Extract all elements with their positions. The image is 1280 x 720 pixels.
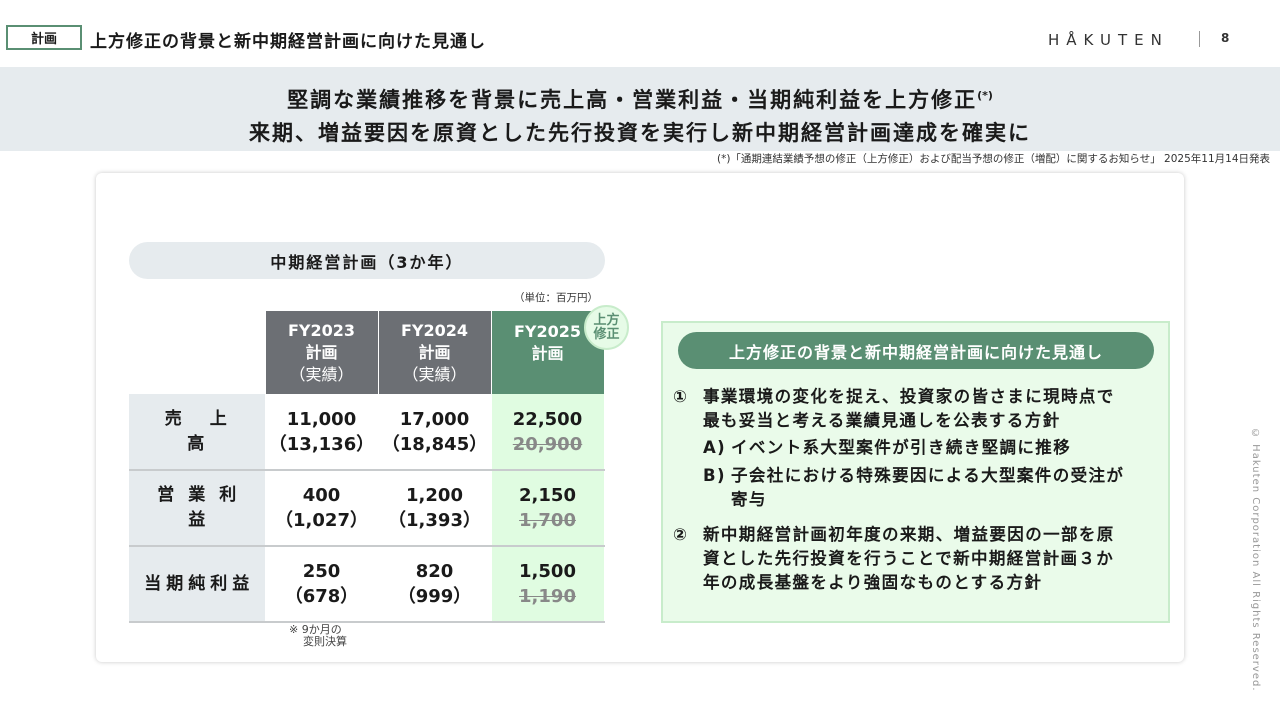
item-b-mark: B) bbox=[703, 466, 726, 485]
row-label: 売上高 bbox=[129, 394, 266, 471]
footnote-mark: (*) bbox=[977, 89, 993, 102]
item-2-text: 新中期経営計画初年度の来期、増益要因の一部を原 資とした先行投資を行うことで新中期… bbox=[703, 525, 1115, 592]
section-tag: 計画 bbox=[6, 25, 82, 50]
plan-table: FY2023 計画 （実績） FY2024 計画 （実績） FY2025 計画 売上高 1… bbox=[129, 311, 605, 623]
item-2-number: ② bbox=[673, 525, 689, 544]
headline-banner: 堅調な業績推移を背景に売上高・営業利益・当期純利益を上方修正(*) 来期、増益要… bbox=[0, 67, 1280, 151]
item-a-text: イベント系大型案件が引き続き堅調に推移 bbox=[731, 438, 1072, 457]
cell: 11,000 （13,136） bbox=[265, 394, 379, 471]
item-a-mark: A) bbox=[703, 438, 727, 457]
table-header-row: FY2023 計画 （実績） FY2024 計画 （実績） FY2025 計画 bbox=[129, 311, 605, 394]
row-label: 当期純利益 bbox=[129, 546, 266, 623]
company-logo: HÅKUTEN bbox=[1048, 31, 1169, 49]
header-fy2023: FY2023 計画 （実績） bbox=[265, 311, 379, 394]
unit-label: （単位：百万円） bbox=[514, 292, 598, 304]
table-note: ※ 9か月の 変則決算 bbox=[289, 623, 347, 648]
headline-line1: 堅調な業績推移を背景に売上高・営業利益・当期純利益を上方修正 bbox=[287, 88, 978, 112]
upward-revision-badge: 上方 修正 bbox=[584, 305, 629, 350]
cell-revised: 22,500 20,900 bbox=[491, 394, 605, 471]
headline-line2: 来期、増益要因を原資とした先行投資を実行し新中期経営計画達成を確実に bbox=[249, 121, 1031, 145]
cell: 400 （1,027） bbox=[265, 470, 379, 547]
page-number: 8 bbox=[1221, 31, 1230, 45]
row-label: 営業利益 bbox=[129, 470, 266, 547]
header-divider bbox=[1199, 31, 1200, 47]
table-row: 営業利益 400 （1,027） 1,200 （1,393） 2,150 1,700 bbox=[129, 470, 605, 547]
item-1-number: ① bbox=[673, 387, 689, 406]
cell: 17,000 （18,845） bbox=[378, 394, 492, 471]
cell-revised: 1,500 1,190 bbox=[491, 546, 605, 623]
cell: 820 （999） bbox=[378, 546, 492, 623]
cell: 1,200 （1,393） bbox=[378, 470, 492, 547]
item-1-text: 事業環境の変化を捉え、投資家の皆さまに現時点で 最も妥当と考える業績見通しを公表す… bbox=[703, 387, 1115, 430]
header-blank bbox=[129, 311, 266, 394]
item-b-text: 子会社における特殊要因による大型案件の受注が 寄与 bbox=[731, 466, 1125, 509]
table-row: 当期純利益 250 （678） 820 （999） 1,500 1,190 bbox=[129, 546, 605, 623]
cell-revised: 2,150 1,700 bbox=[491, 470, 605, 547]
page-title: 上方修正の背景と新中期経営計画に向けた見通し bbox=[90, 32, 486, 52]
table-row: 売上高 11,000 （13,136） 17,000 （18,845） 22,500… bbox=[129, 394, 605, 471]
copyright: © Hakuten Corporation All Rights Reserve… bbox=[1250, 428, 1261, 692]
outlook-title: 上方修正の背景と新中期経営計画に向けた見通し bbox=[678, 332, 1154, 369]
plan-title: 中期経営計画（3か年） bbox=[129, 242, 605, 279]
header-fy2024: FY2024 計画 （実績） bbox=[378, 311, 492, 394]
cell: 250 （678） bbox=[265, 546, 379, 623]
footnote: (*)「通期連結業績予想の修正（上方修正）および配当予想の修正（増配）に関するお… bbox=[716, 153, 1270, 165]
outlook-box bbox=[661, 321, 1170, 623]
